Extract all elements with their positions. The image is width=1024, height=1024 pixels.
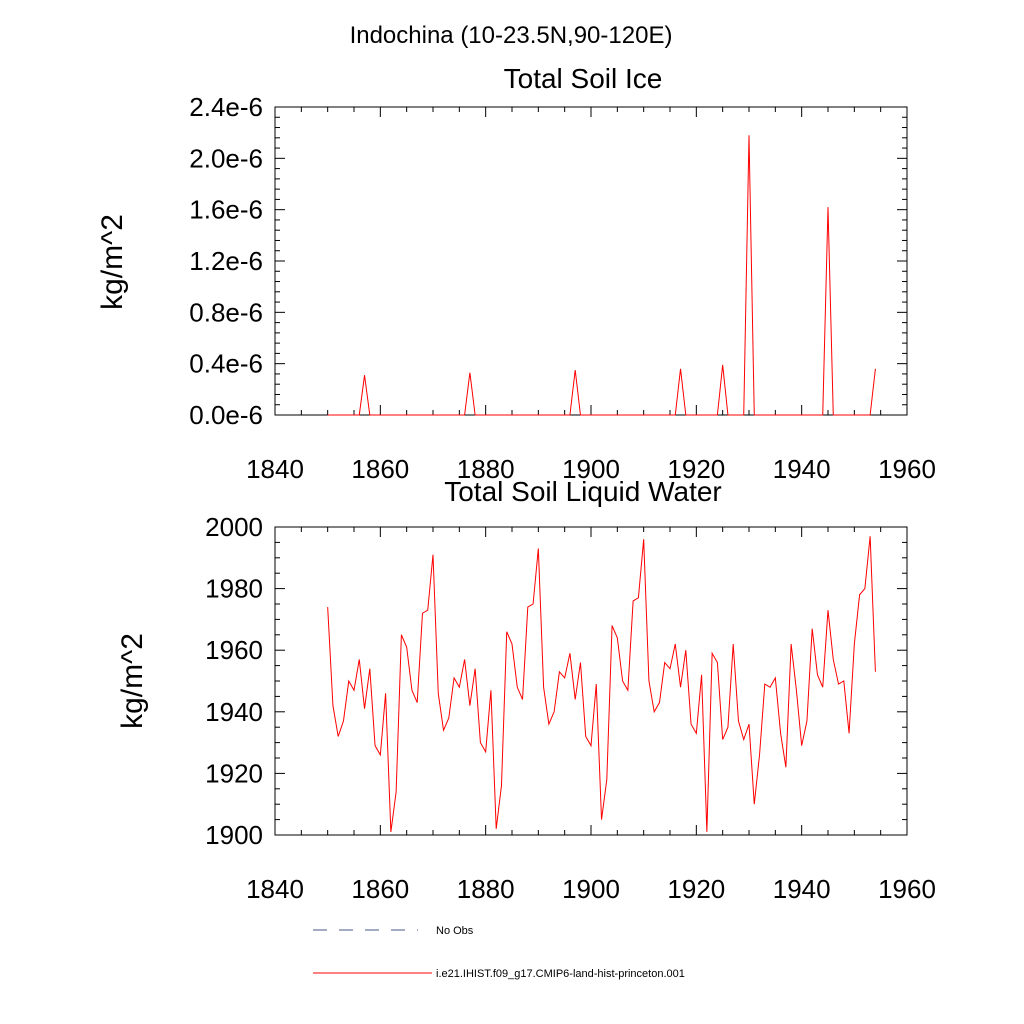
soil-ice-x-tick-label: 1940 (773, 454, 831, 484)
soil-ice-y-axis-label: kg/m^2 (96, 214, 129, 310)
soil-water-y-tick-label: 2000 (205, 512, 263, 542)
soil-ice-ticks (274, 106, 908, 416)
soil-ice-x-tick-label: 1880 (457, 454, 515, 484)
soil-water-series (327, 536, 876, 832)
page-title: Indochina (10-23.5N,90-120E) (350, 22, 673, 49)
soil-water-y-tick-label: 1920 (205, 758, 263, 788)
soil-ice-y-tick-label: 1.2e-6 (189, 246, 263, 276)
soil-water-x-tick-label: 1920 (667, 874, 725, 904)
soil-water-plot-frame (274, 526, 908, 836)
soil-ice-plot-frame (274, 106, 908, 416)
soil-water-y-axis-label: kg/m^2 (116, 633, 149, 729)
soil-ice-y-tick-label: 1.6e-6 (189, 195, 263, 225)
soil-ice-x-tick-label: 1840 (246, 454, 304, 484)
soil-liquid-water-panel: Total Soil Liquid Water kg/m^2 1840 1860 1… (116, 476, 936, 904)
soil-ice-series-line (327, 135, 876, 416)
legend-no-obs-label: No Obs (436, 925, 474, 937)
soil-water-y-tick-label: 1980 (205, 574, 263, 604)
soil-water-series-line (327, 536, 876, 832)
soil-ice-tick-labels: 1840 1860 1880 1900 1920 1940 1960 0.0e-6 0.4e-6… (189, 92, 936, 484)
soil-water-y-tick-label: 1900 (205, 820, 263, 850)
soil-water-x-tick-label: 1840 (246, 874, 304, 904)
soil-water-y-tick-label: 1940 (205, 697, 263, 727)
soil-water-x-tick-label: 1940 (773, 874, 831, 904)
soil-ice-x-tick-label: 1860 (351, 454, 409, 484)
soil-ice-x-tick-label: 1900 (562, 454, 620, 484)
soil-ice-x-tick-label: 1960 (878, 454, 936, 484)
soil-water-x-tick-label: 1880 (457, 874, 515, 904)
soil-ice-panel: Total Soil Ice kg/m^2 1840 1860 1880 1900 19… (96, 63, 936, 484)
soil-ice-y-tick-label: 2.4e-6 (189, 92, 263, 122)
soil-ice-y-tick-label: 2.0e-6 (189, 143, 263, 173)
soil-water-chart-title: Total Soil Liquid Water (444, 476, 722, 507)
soil-water-tick-labels: 1840 1860 1880 1900 1920 1940 1960 1900 1920 1940… (205, 512, 936, 904)
soil-ice-y-tick-label: 0.8e-6 (189, 297, 263, 327)
soil-ice-series (327, 135, 876, 416)
soil-water-x-tick-label: 1860 (351, 874, 409, 904)
soil-ice-y-tick-label: 0.0e-6 (189, 400, 263, 430)
legend-model-label: i.e21.IHIST.f09_g17.CMIP6-land-hist-prin… (436, 968, 685, 980)
legend: No Obs i.e21.IHIST.f09_g17.CMIP6-land-hi… (313, 925, 685, 980)
soil-water-y-tick-label: 1960 (205, 635, 263, 665)
soil-ice-y-tick-label: 0.4e-6 (189, 349, 263, 379)
soil-ice-x-tick-label: 1920 (667, 454, 725, 484)
soil-ice-chart-title: Total Soil Ice (504, 63, 663, 94)
soil-water-x-tick-label: 1960 (878, 874, 936, 904)
soil-water-x-tick-label: 1900 (562, 874, 620, 904)
soil-water-ticks (274, 526, 908, 836)
